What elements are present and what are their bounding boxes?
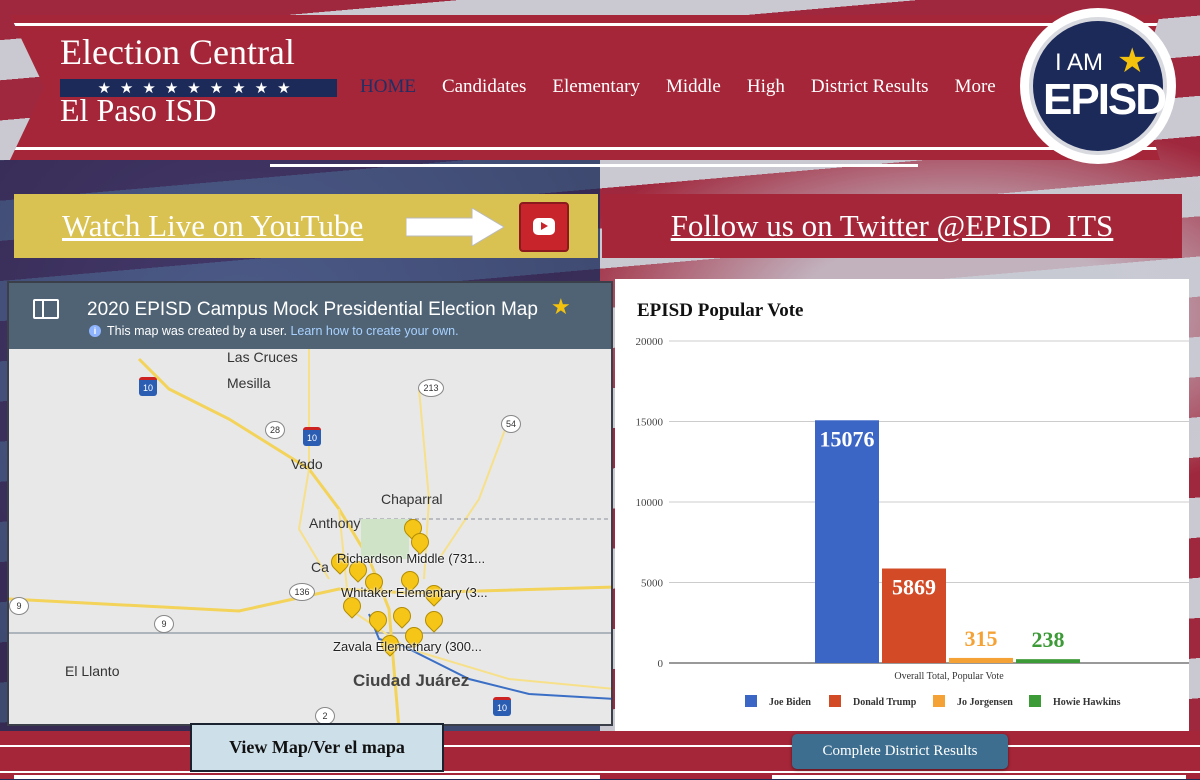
legend-swatch [1029,695,1041,707]
nav-more[interactable]: More [954,76,996,97]
legend-label: Howie Hawkins [1053,697,1121,708]
site-title[interactable]: Election Central [60,32,295,72]
place-label: Ciudad Juárez [353,671,470,690]
learn-more-link[interactable]: Learn how to create your own. [290,324,459,338]
road-shield-icon: 9 [154,615,174,633]
complete-results-button[interactable]: Complete District Results [792,734,1008,769]
road-shield-icon: 28 [265,421,285,439]
logo-circle: I AM ★ EPISD [1029,17,1167,155]
road-shield-icon: 10 [139,377,157,396]
map-note: This map was created by a user. Learn ho… [107,324,459,338]
y-tick-label: 15000 [636,417,664,429]
y-tick-label: 10000 [636,497,664,509]
school-label[interactable]: Richardson Middle (731... [337,551,486,566]
nav-middle[interactable]: Middle [665,76,721,97]
legend-swatch [933,695,945,707]
school-label[interactable]: Whitaker Elementary (3... [341,585,488,600]
logo-star-icon: ★ [1117,41,1148,81]
site-subtitle[interactable]: El Paso ISD [60,92,217,128]
y-tick-label: 20000 [636,336,664,348]
header-divider [270,164,918,167]
place-label: Ca [311,559,329,575]
data-label: 5869 [892,575,936,600]
y-tick-label: 0 [658,658,664,670]
banner-top-line [10,23,1160,26]
footer-strip [772,775,1186,779]
nav-elementary[interactable]: Elementary [552,76,640,97]
legend-label: Jo Jorgensen [957,697,1013,708]
banner-bottom-line [10,147,1160,150]
school-label[interactable]: Zavala Elemetnary (300... [333,639,482,654]
legend-swatch [829,695,841,707]
road-shield-icon: 10 [303,427,321,446]
twitter-bar[interactable]: Follow us on Twitter @EPISD_ITS [602,194,1182,258]
footer-band [0,731,1200,779]
data-label: 15076 [820,426,875,451]
place-label: Las Cruces [227,349,298,365]
main-nav: HOME Candidates Elementary Middle High D… [360,76,1022,98]
place-label: Chaparral [381,491,443,507]
legend-label: Donald Trump [853,697,917,708]
data-label: 238 [1032,627,1065,652]
data-label: 315 [965,626,998,651]
nav-district-results[interactable]: District Results [810,76,929,97]
election-map[interactable]: 2020 EPISD Campus Mock Presidential Elec… [7,281,613,726]
youtube-bar[interactable]: Watch Live on YouTube [14,194,598,258]
road-shield-icon: 54 [501,415,521,433]
road-shield-icon: 213 [418,379,444,397]
legend-swatch [745,695,757,707]
nav-high[interactable]: High [746,76,785,97]
nav-home[interactable]: HOME [360,76,416,97]
logo-episd-text: EPISD [1043,75,1167,124]
info-icon: i [89,325,101,337]
stars-strip: ★★★★★★★★★ [60,79,337,97]
arrow-right-icon [406,208,504,246]
road-shield-icon: 2 [315,707,335,724]
bar-donald-trump [882,568,946,663]
y-tick-label: 5000 [641,578,664,590]
sidebar-toggle-icon[interactable] [33,299,59,319]
legend-label: Joe Biden [769,697,811,708]
popular-vote-chart: EPISD Popular Vote 0 5000 10000 15000 20000 1… [615,279,1189,731]
nav-candidates[interactable]: Candidates [441,76,527,97]
footer-line [0,745,1200,747]
map-roads [9,349,611,724]
twitter-link[interactable]: Follow us on Twitter @EPISD_ITS [670,208,1114,243]
road-shield-icon: 136 [289,583,315,601]
star-icon[interactable]: ★ [551,295,571,320]
road-shield-icon: 9 [9,597,29,615]
view-map-button[interactable]: View Map/Ver el mapa [190,723,444,772]
episd-logo[interactable]: I AM ★ EPISD [1020,8,1176,164]
map-canvas[interactable]: Las Cruces Mesilla Vado Chaparral Anthon… [9,349,611,724]
footer-strip [14,775,600,779]
road-shield-icon: 10 [493,697,511,716]
bar-howie-hawkins [1016,659,1080,663]
map-title: 2020 EPISD Campus Mock Presidential Elec… [87,299,538,320]
footer-line [0,771,1200,773]
bar-jo-jorgensen [949,657,1013,663]
x-tick-label: Overall Total, Popular Vote [894,671,1004,682]
place-label: Vado [291,456,323,472]
youtube-link[interactable]: Watch Live on YouTube [62,208,364,243]
chart-plot: 0 5000 10000 15000 20000 15076 5869 315 238 Overa… [636,336,1189,708]
place-label: Anthony [309,515,361,531]
place-label: Mesilla [227,375,271,391]
youtube-icon[interactable] [519,202,569,252]
bar-joe-biden [815,420,879,663]
logo-iam-text: I AM [1055,49,1104,76]
chart-title: EPISD Popular Vote [637,300,804,321]
map-header: 2020 EPISD Campus Mock Presidential Elec… [9,283,611,349]
place-label: El Llanto [65,663,120,679]
